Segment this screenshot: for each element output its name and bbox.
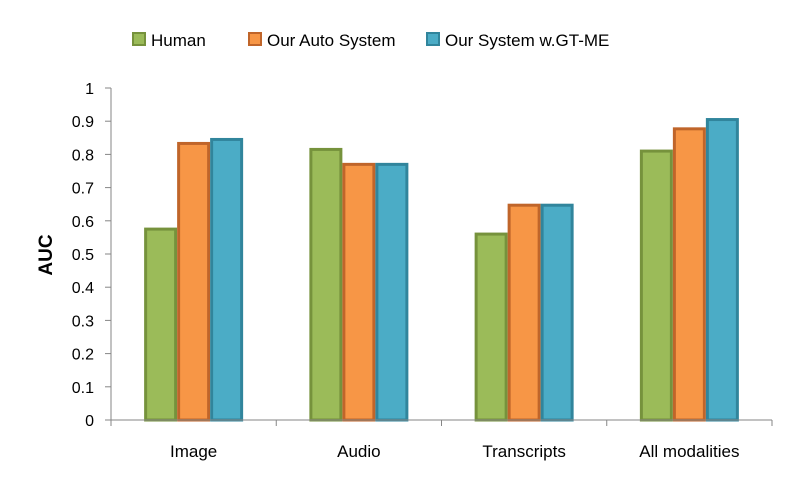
bar: [177, 141, 211, 422]
y-tick-label: 0.5: [72, 247, 94, 264]
bars: [144, 118, 739, 422]
legend-swatch: [132, 32, 146, 46]
x-tick-label: All modalities: [639, 442, 739, 461]
y-tick-label: 0.9: [72, 114, 94, 131]
y-tick-label: 0.4: [72, 280, 94, 297]
bar: [507, 203, 541, 422]
bar: [309, 147, 343, 422]
x-axis: Image Audio Transcripts All modalities: [110, 419, 773, 461]
legend: Human Our Auto System Our System w.GT-ME: [132, 31, 609, 50]
legend-label: Human: [151, 31, 206, 50]
bar: [144, 227, 178, 422]
bar: [639, 149, 673, 422]
bar: [342, 162, 376, 422]
legend-label: Our System w.GT-ME: [445, 31, 609, 50]
x-tick-label: Image: [170, 442, 217, 461]
y-axis: 0 0.1 0.2 0.3 0.4 0.5 0.6 0.7 0.8 0.9 1: [72, 81, 112, 430]
bar: [210, 137, 244, 422]
y-tick-label: 0.2: [72, 347, 94, 364]
bar: [705, 118, 739, 422]
y-tick-label: 1: [85, 81, 94, 98]
x-tick-label: Audio: [337, 442, 380, 461]
y-tick-label: 0.1: [72, 380, 94, 397]
bar: [375, 162, 409, 422]
bar: [474, 232, 508, 422]
y-tick-label: 0: [85, 413, 94, 430]
y-tick-label: 0.6: [72, 214, 94, 231]
bar: [540, 203, 574, 422]
y-tick-label: 0.8: [72, 147, 94, 164]
y-tick-label: 0.3: [72, 313, 94, 330]
legend-swatch: [426, 32, 440, 46]
legend-label: Our Auto System: [267, 31, 396, 50]
y-tick-label: 0.7: [72, 181, 94, 198]
bar: [672, 127, 706, 422]
x-tick-label: Transcripts: [482, 442, 565, 461]
legend-swatch: [248, 32, 262, 46]
y-axis-label: AUC: [36, 234, 57, 275]
